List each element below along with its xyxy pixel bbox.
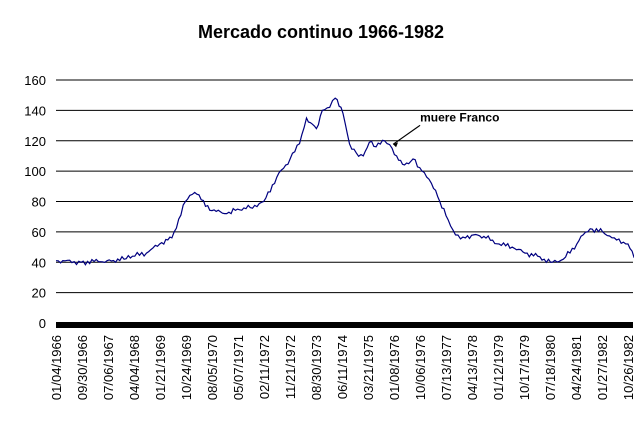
x-tick-label: 08/05/1970 bbox=[205, 335, 220, 400]
x-axis: 01/04/1966 09/30/1966 07/06/1967 04/04/1968… bbox=[49, 322, 634, 400]
x-tick-label: 03/21/1975 bbox=[361, 335, 376, 400]
x-tick-label: 07/18/1980 bbox=[543, 335, 558, 400]
x-tick-label: 01/21/1969 bbox=[153, 335, 168, 400]
annotation-arrowhead bbox=[393, 142, 399, 148]
y-tick-label: 160 bbox=[24, 73, 46, 88]
x-tick-label: 07/13/1977 bbox=[439, 335, 454, 400]
y-tick-label: 140 bbox=[24, 103, 46, 118]
chart-title: Mercado continuo 1966-1982 bbox=[198, 22, 444, 42]
x-tick-label: 10/17/1979 bbox=[517, 335, 532, 400]
x-tick-label: 04/24/1981 bbox=[569, 335, 584, 400]
x-tick-label: 04/04/1968 bbox=[127, 335, 142, 400]
x-tick-label: 07/06/1967 bbox=[101, 335, 116, 400]
annotation-arrow bbox=[392, 124, 421, 145]
x-tick-label: 05/07/1971 bbox=[231, 335, 246, 400]
annotation-layer: muere Franco bbox=[392, 110, 499, 148]
y-axis: 0 20 40 60 80 100 120 140 160 bbox=[24, 73, 46, 331]
series-layer bbox=[55, 97, 634, 266]
x-tick-label: 01/27/1982 bbox=[595, 335, 610, 400]
series-line bbox=[55, 97, 634, 266]
x-tick-label: 06/11/1974 bbox=[335, 335, 350, 399]
x-tick-label: 10/26/1982 bbox=[621, 335, 634, 400]
y-tick-label: 100 bbox=[24, 164, 46, 179]
x-tick-label: 01/12/1979 bbox=[491, 335, 506, 400]
x-tick-label: 11/21/1972 bbox=[283, 335, 298, 399]
x-tick-label: 01/08/1976 bbox=[387, 335, 402, 400]
y-tick-label: 120 bbox=[24, 134, 46, 149]
y-tick-label: 40 bbox=[32, 255, 46, 270]
x-tick-label: 08/30/1973 bbox=[309, 335, 324, 400]
x-tick-label: 02/11/1972 bbox=[257, 335, 272, 399]
y-tick-label: 60 bbox=[32, 225, 46, 240]
x-tick-label: 01/04/1966 bbox=[49, 335, 64, 400]
x-tick-label: 04/13/1978 bbox=[465, 335, 480, 400]
gridlines bbox=[56, 79, 633, 294]
y-tick-label: 20 bbox=[32, 286, 46, 301]
annotation-label: muere Franco bbox=[420, 110, 499, 124]
y-tick-label: 0 bbox=[39, 316, 46, 331]
x-tick-label: 10/06/1976 bbox=[413, 335, 428, 400]
x-tick-label: 09/30/1966 bbox=[75, 335, 90, 400]
x-tick-label: 10/24/1969 bbox=[179, 335, 194, 400]
y-tick-label: 80 bbox=[32, 195, 46, 210]
